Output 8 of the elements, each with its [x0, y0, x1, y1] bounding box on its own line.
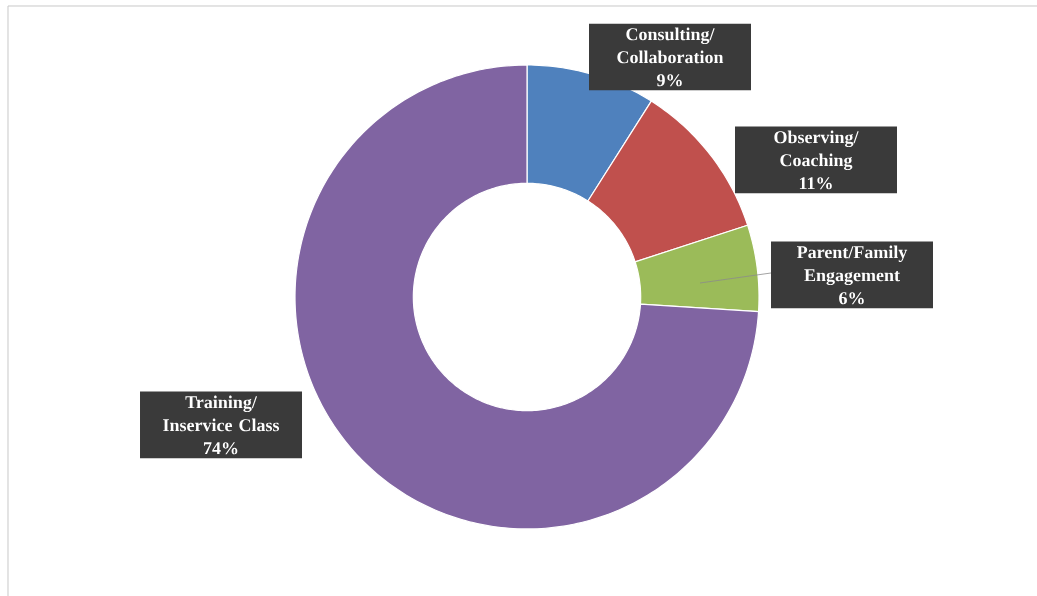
slice-label: Parent/Family Engagement	[796, 245, 908, 286]
slice-label: Observing/ Coaching	[774, 130, 859, 171]
data-label: 9%	[656, 74, 682, 87]
data-label: 11%	[799, 177, 832, 190]
slice-label: Consulting/ Collaboration	[617, 27, 724, 64]
data-label: 6%	[839, 292, 864, 305]
data-label: 74%	[204, 442, 238, 455]
slice-label: Training/ Inservice Class	[163, 395, 280, 432]
